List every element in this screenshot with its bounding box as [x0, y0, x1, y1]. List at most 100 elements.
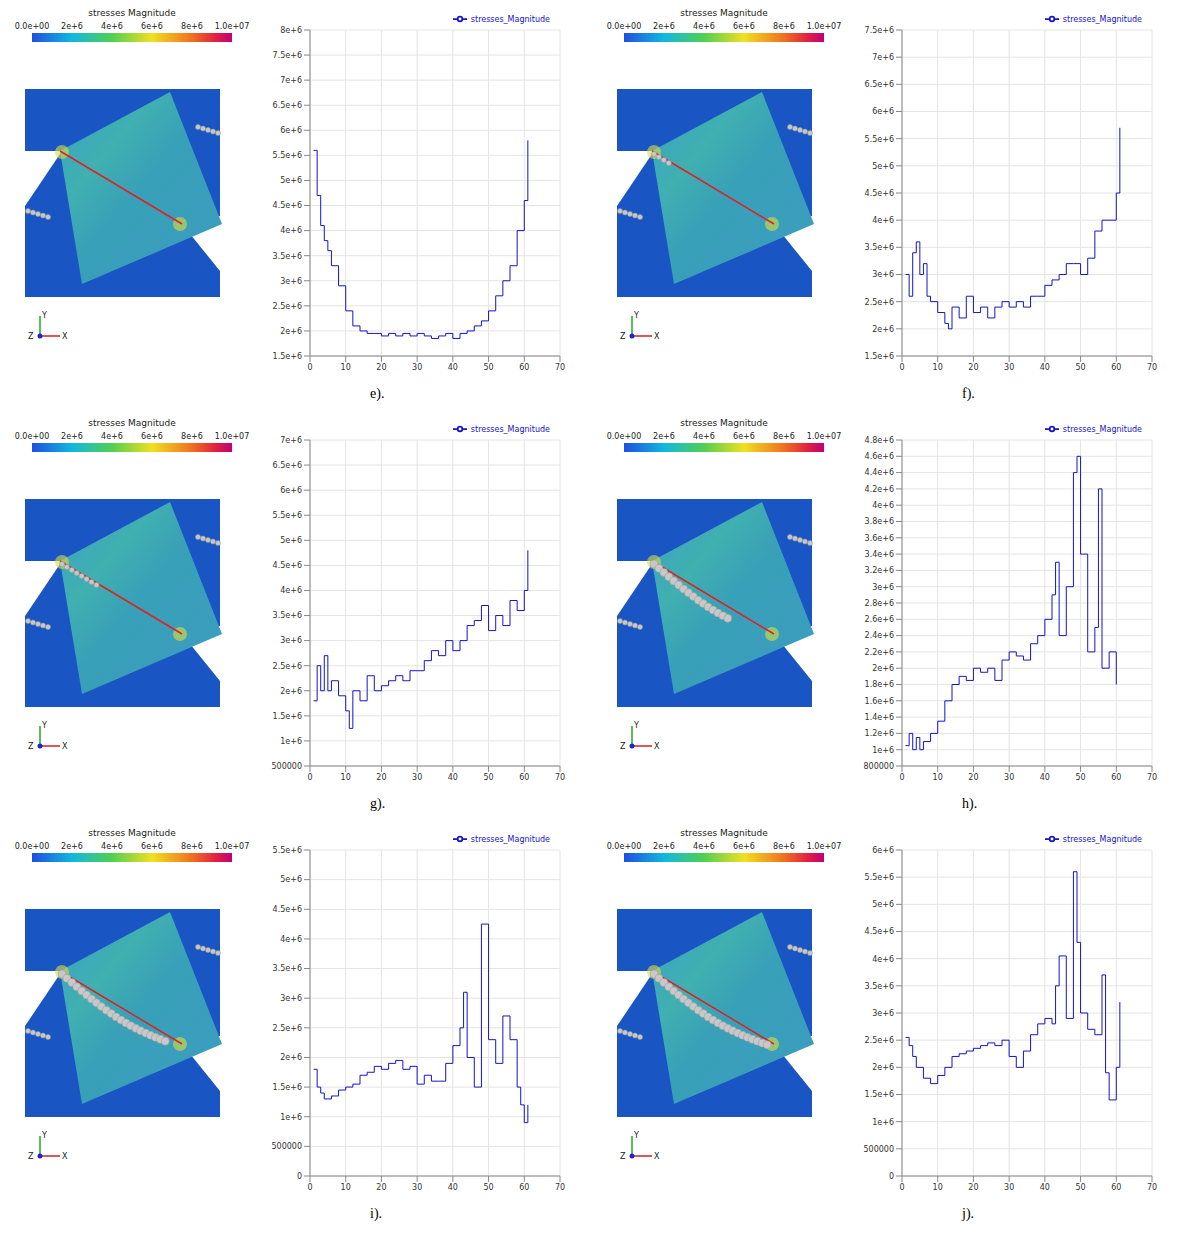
svg-text:30: 30 — [412, 1183, 422, 1192]
svg-text:10: 10 — [341, 773, 351, 782]
svg-text:6.5e+6: 6.5e+6 — [273, 461, 302, 470]
svg-text:6e+6: 6e+6 — [280, 126, 302, 135]
svg-text:5e+6: 5e+6 — [280, 536, 302, 545]
svg-text:0.0e+00: 0.0e+00 — [607, 432, 642, 441]
svg-text:10: 10 — [933, 363, 943, 372]
svg-text:1.0e+07: 1.0e+07 — [215, 842, 250, 851]
svg-text:Z: Z — [28, 742, 34, 751]
svg-text:1.0e+07: 1.0e+07 — [215, 432, 250, 441]
svg-text:2.4e+6: 2.4e+6 — [865, 631, 894, 640]
svg-text:5e+6: 5e+6 — [280, 176, 302, 185]
svg-text:0: 0 — [307, 773, 312, 782]
svg-text:1.5e+6: 1.5e+6 — [273, 712, 302, 721]
svg-text:5.5e+6: 5.5e+6 — [273, 511, 302, 520]
svg-text:0.0e+00: 0.0e+00 — [607, 842, 642, 851]
svg-text:X: X — [654, 742, 660, 751]
svg-text:0: 0 — [899, 1183, 904, 1192]
svg-text:3.5e+6: 3.5e+6 — [273, 964, 302, 973]
svg-text:2e+6: 2e+6 — [872, 1063, 894, 1072]
svg-text:0: 0 — [297, 1172, 302, 1181]
svg-text:1.5e+6: 1.5e+6 — [865, 352, 894, 361]
svg-text:40: 40 — [448, 1183, 458, 1192]
svg-text:40: 40 — [448, 363, 458, 372]
svg-text:stresses Magnitude: stresses Magnitude — [88, 8, 176, 18]
svg-text:2e+6: 2e+6 — [61, 432, 83, 441]
svg-text:4e+6: 4e+6 — [101, 22, 123, 31]
svg-text:20: 20 — [968, 363, 978, 372]
svg-text:4e+6: 4e+6 — [693, 842, 715, 851]
svg-text:4e+6: 4e+6 — [693, 22, 715, 31]
svg-text:8e+6: 8e+6 — [773, 432, 795, 441]
svg-text:40: 40 — [1040, 1183, 1050, 1192]
svg-text:4.6e+6: 4.6e+6 — [865, 452, 894, 461]
svg-text:10: 10 — [933, 773, 943, 782]
svg-text:3.5e+6: 3.5e+6 — [865, 243, 894, 252]
svg-text:4e+6: 4e+6 — [872, 955, 894, 964]
svg-text:Z: Z — [620, 332, 626, 341]
svg-text:Z: Z — [28, 332, 34, 341]
svg-text:500000: 500000 — [863, 1145, 894, 1154]
svg-text:5e+6: 5e+6 — [280, 875, 302, 884]
svg-text:3.5e+6: 3.5e+6 — [865, 982, 894, 991]
svg-text:4.5e+6: 4.5e+6 — [273, 905, 302, 914]
svg-text:5.5e+6: 5.5e+6 — [273, 151, 302, 160]
svg-text:5.5e+6: 5.5e+6 — [865, 135, 894, 144]
svg-text:0: 0 — [307, 1183, 312, 1192]
svg-text:4.8e+6: 4.8e+6 — [865, 436, 894, 445]
svg-text:7.5e+6: 7.5e+6 — [865, 26, 894, 35]
svg-text:20: 20 — [968, 1183, 978, 1192]
svg-text:60: 60 — [1111, 363, 1121, 372]
svg-text:30: 30 — [1004, 363, 1014, 372]
svg-text:20: 20 — [376, 773, 386, 782]
svg-text:70: 70 — [1147, 1183, 1157, 1192]
svg-text:X: X — [62, 332, 68, 341]
svg-text:50: 50 — [483, 773, 493, 782]
svg-text:8e+6: 8e+6 — [773, 22, 795, 31]
svg-text:50: 50 — [1075, 1183, 1085, 1192]
svg-text:3e+6: 3e+6 — [872, 583, 894, 592]
svg-text:1.0e+07: 1.0e+07 — [215, 22, 250, 31]
svg-text:2e+6: 2e+6 — [280, 687, 302, 696]
svg-text:70: 70 — [555, 1183, 565, 1192]
svg-text:6e+6: 6e+6 — [141, 22, 163, 31]
svg-text:stresses Magnitude: stresses Magnitude — [88, 418, 176, 428]
svg-text:60: 60 — [519, 1183, 529, 1192]
svg-text:0: 0 — [899, 773, 904, 782]
svg-text:50: 50 — [1075, 773, 1085, 782]
svg-text:800000: 800000 — [863, 762, 894, 771]
svg-text:8e+6: 8e+6 — [181, 432, 203, 441]
svg-text:6e+6: 6e+6 — [141, 432, 163, 441]
svg-text:8e+6: 8e+6 — [181, 842, 203, 851]
svg-text:6e+6: 6e+6 — [872, 846, 894, 855]
svg-text:40: 40 — [448, 773, 458, 782]
svg-text:5.5e+6: 5.5e+6 — [865, 873, 894, 882]
svg-text:60: 60 — [519, 773, 529, 782]
svg-text:2e+6: 2e+6 — [61, 842, 83, 851]
svg-text:30: 30 — [1004, 773, 1014, 782]
svg-text:stresses Magnitude: stresses Magnitude — [680, 418, 768, 428]
svg-text:4.4e+6: 4.4e+6 — [865, 468, 894, 477]
svg-text:10: 10 — [933, 1183, 943, 1192]
svg-text:1.0e+07: 1.0e+07 — [807, 432, 842, 441]
svg-text:5e+6: 5e+6 — [872, 162, 894, 171]
svg-text:4.2e+6: 4.2e+6 — [865, 485, 894, 494]
svg-text:1e+6: 1e+6 — [872, 1118, 894, 1127]
svg-text:Z: Z — [620, 1152, 626, 1161]
svg-text:2.2e+6: 2.2e+6 — [865, 648, 894, 657]
svg-text:60: 60 — [519, 363, 529, 372]
svg-text:2.5e+6: 2.5e+6 — [273, 302, 302, 311]
svg-text:Z: Z — [28, 1152, 34, 1161]
svg-text:6e+6: 6e+6 — [733, 432, 755, 441]
svg-text:stresses Magnitude: stresses Magnitude — [680, 828, 768, 838]
svg-text:X: X — [62, 742, 68, 751]
svg-text:20: 20 — [376, 363, 386, 372]
svg-text:70: 70 — [1147, 773, 1157, 782]
svg-text:3.4e+6: 3.4e+6 — [865, 550, 894, 559]
svg-text:Y: Y — [41, 311, 47, 320]
svg-text:stresses Magnitude: stresses Magnitude — [88, 828, 176, 838]
svg-text:3e+6: 3e+6 — [872, 1009, 894, 1018]
svg-text:4e+6: 4e+6 — [693, 432, 715, 441]
svg-text:10: 10 — [341, 1183, 351, 1192]
svg-text:6.5e+6: 6.5e+6 — [865, 80, 894, 89]
svg-text:2.5e+6: 2.5e+6 — [273, 1024, 302, 1033]
